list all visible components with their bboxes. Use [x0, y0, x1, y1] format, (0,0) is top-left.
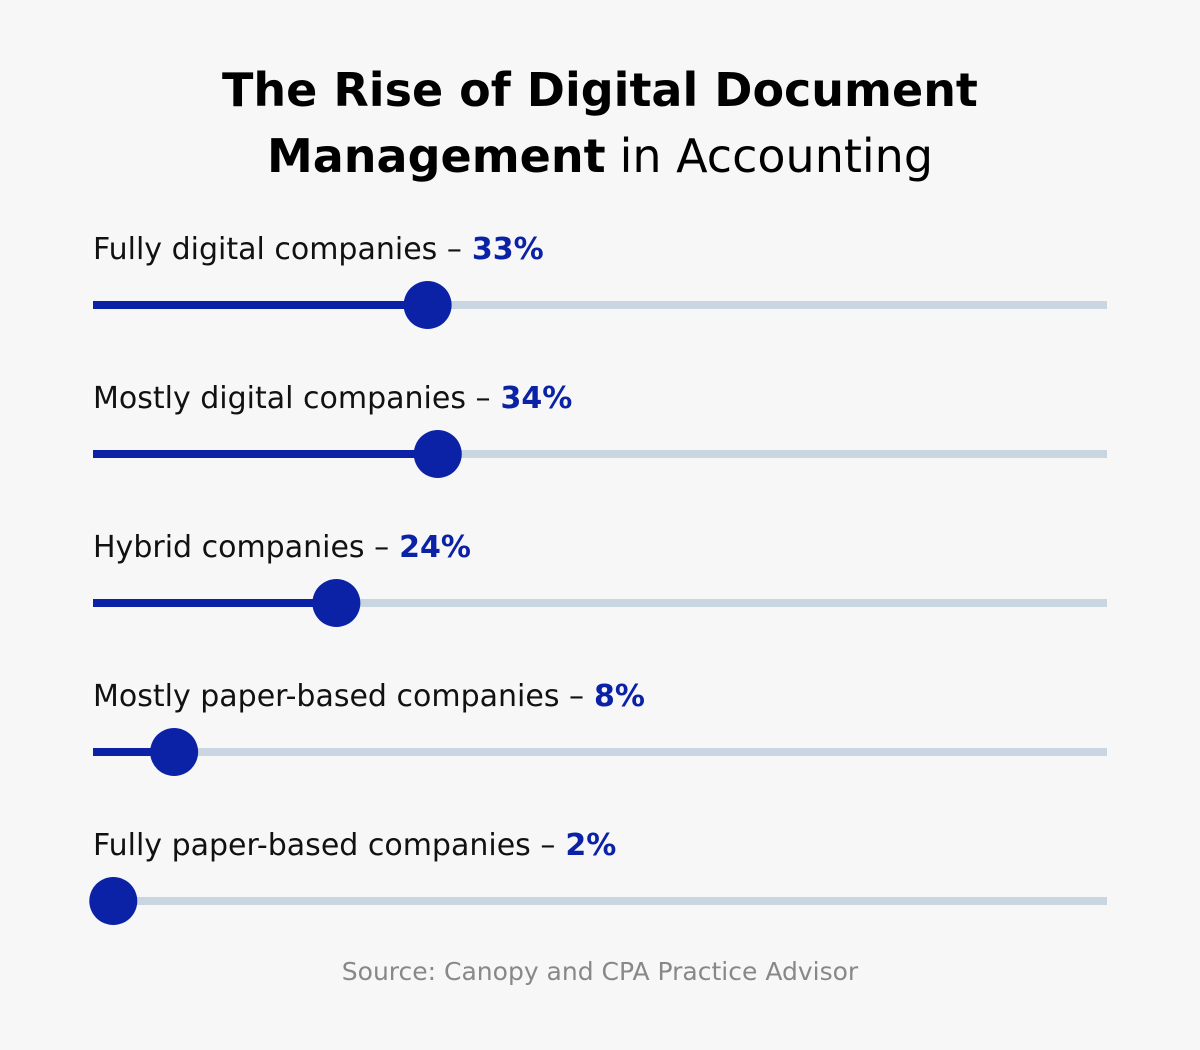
track	[93, 748, 1107, 756]
slider-knob	[413, 430, 462, 478]
slider-knob	[312, 579, 361, 627]
category-label: Mostly paper-based companies –	[93, 679, 584, 714]
category-label: Hybrid companies –	[93, 530, 389, 565]
category-label: Fully paper-based companies –	[93, 828, 555, 863]
value-label: 34%	[501, 381, 573, 416]
slider-fill	[93, 748, 175, 756]
chart-title-regular: in Accounting	[620, 129, 933, 183]
value-label: 24%	[399, 530, 471, 565]
slider-label: Hybrid companies – 24%	[93, 530, 471, 565]
category-label: Fully digital companies –	[93, 232, 462, 267]
slider-fill	[93, 599, 337, 607]
slider-fill	[93, 450, 438, 458]
source: Source: Canopy and CPA Practice Advisor	[342, 957, 859, 986]
value-label: 8%	[594, 679, 645, 714]
slider-fill	[93, 301, 428, 309]
track	[93, 897, 1107, 905]
chart-title-line: Management in Accounting	[267, 129, 933, 183]
track	[93, 450, 1107, 458]
slider-knob	[150, 728, 199, 776]
value-label: 33%	[472, 232, 544, 267]
category-label: Mostly digital companies –	[93, 381, 491, 416]
track	[93, 301, 1107, 309]
slider-label: Fully digital companies – 33%	[93, 232, 544, 267]
slider-knob	[403, 281, 452, 329]
chart-title: The Rise of Digital Document	[222, 63, 978, 117]
slider-label: Fully paper-based companies – 2%	[93, 828, 616, 863]
slider-knob	[89, 877, 138, 925]
slider-label: Mostly digital companies – 34%	[93, 381, 572, 416]
chart-title-bold: Management	[267, 129, 606, 183]
track	[93, 599, 1107, 607]
slider-label: Mostly paper-based companies – 8%	[93, 679, 645, 714]
value-label: 2%	[565, 828, 616, 863]
